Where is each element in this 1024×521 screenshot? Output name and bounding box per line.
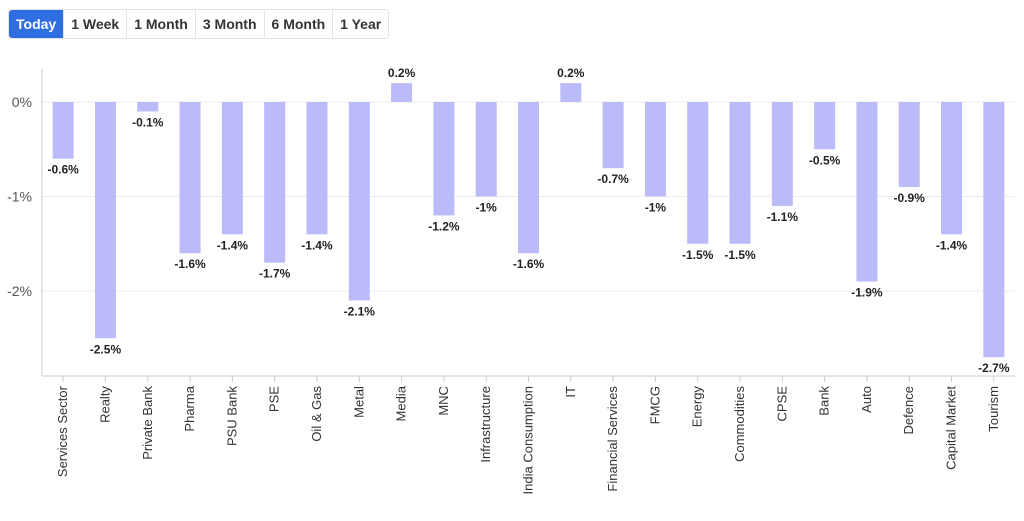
data-label: -1% xyxy=(645,201,667,215)
category-label: MNC xyxy=(436,386,451,416)
category-label: Services Sector xyxy=(55,385,70,477)
bar xyxy=(433,102,455,216)
data-label: -2.5% xyxy=(90,342,122,356)
category-label: Defence xyxy=(901,386,916,434)
data-label: -1.4% xyxy=(936,238,968,252)
bar xyxy=(264,102,286,263)
data-label: -1.9% xyxy=(851,286,883,300)
category-label: Bank xyxy=(817,386,832,416)
category-label: Private Bank xyxy=(140,386,155,460)
category-label: FMCG xyxy=(647,386,662,424)
bar xyxy=(729,102,751,244)
bar xyxy=(475,102,497,197)
category-label: Capital Market xyxy=(944,386,959,470)
data-label: -1.5% xyxy=(682,248,714,262)
bar xyxy=(771,102,793,206)
data-label: -0.9% xyxy=(894,191,926,205)
bar xyxy=(52,102,74,159)
data-label: -1.1% xyxy=(767,210,799,224)
category-label: Oil & Gas xyxy=(309,386,324,442)
bar xyxy=(306,102,328,235)
category-label: Pharma xyxy=(182,385,197,431)
data-label: -0.1% xyxy=(132,115,164,129)
bar xyxy=(856,102,878,282)
bar xyxy=(221,102,243,235)
category-label: PSU Bank xyxy=(224,386,239,446)
data-label: -1.6% xyxy=(174,257,206,271)
bar xyxy=(814,102,836,150)
bar xyxy=(391,83,413,102)
data-label: -1.7% xyxy=(259,267,291,281)
data-label: -0.5% xyxy=(809,153,841,167)
data-label: -1.4% xyxy=(301,238,333,252)
category-label: Auto xyxy=(859,386,874,413)
data-label: -1% xyxy=(476,201,498,215)
category-label: Media xyxy=(394,385,409,421)
bar xyxy=(518,102,539,254)
category-label: Financial Services xyxy=(605,386,620,492)
category-label: Realty xyxy=(97,386,112,423)
category-label: PSE xyxy=(267,386,282,412)
timeframe-tabs: Today 1 Week 1 Month 3 Month 6 Month 1 Year xyxy=(8,9,390,39)
category-label: IT xyxy=(563,386,578,398)
category-label: Metal xyxy=(351,386,366,418)
bar xyxy=(644,102,666,197)
bar xyxy=(348,102,370,301)
tab-today[interactable]: Today xyxy=(9,10,65,38)
y-tick-label: -2% xyxy=(7,283,32,299)
bar xyxy=(602,102,624,169)
data-label: -1.4% xyxy=(217,238,249,252)
bar xyxy=(137,102,159,112)
data-label: -1.5% xyxy=(724,248,756,262)
tab-6-month[interactable]: 6 Month xyxy=(265,10,334,38)
data-label: 0.2% xyxy=(388,66,416,80)
category-label: CPSE xyxy=(774,386,789,422)
category-label: Commodities xyxy=(732,386,747,462)
data-label: -0.6% xyxy=(47,163,79,177)
y-tick-label: 0% xyxy=(12,94,32,110)
data-label: -2.7% xyxy=(978,361,1010,375)
data-label: -2.1% xyxy=(344,304,376,318)
bar xyxy=(94,102,116,339)
bar xyxy=(560,83,582,102)
data-label: 0.2% xyxy=(557,66,585,80)
category-label: Tourism xyxy=(986,386,1001,432)
bar xyxy=(179,102,201,254)
bar xyxy=(898,102,920,188)
tab-1-year[interactable]: 1 Year xyxy=(340,16,382,32)
category-label: India Consumption xyxy=(521,386,536,494)
data-label: -0.7% xyxy=(597,172,629,186)
y-tick-label: -1% xyxy=(7,189,32,205)
data-label: -1.6% xyxy=(513,257,545,271)
bar xyxy=(941,102,963,235)
category-label: Infrastructure xyxy=(478,386,493,463)
bar xyxy=(687,102,709,244)
bar xyxy=(983,102,1005,358)
data-label: -1.2% xyxy=(428,219,460,233)
category-label: Energy xyxy=(690,386,705,428)
tab-1-month[interactable]: 1 Month xyxy=(127,10,196,38)
tab-3-month[interactable]: 3 Month xyxy=(196,10,265,38)
tab-1-week[interactable]: 1 Week xyxy=(64,10,128,38)
